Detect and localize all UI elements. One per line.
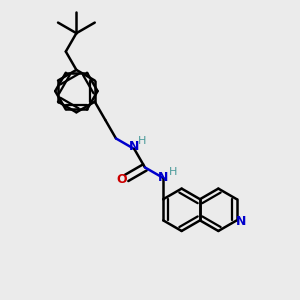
Text: H: H [138,136,147,146]
Text: N: N [129,140,140,153]
Text: N: N [158,172,169,184]
Text: O: O [116,173,127,186]
Text: N: N [236,215,247,228]
Text: H: H [169,167,177,177]
